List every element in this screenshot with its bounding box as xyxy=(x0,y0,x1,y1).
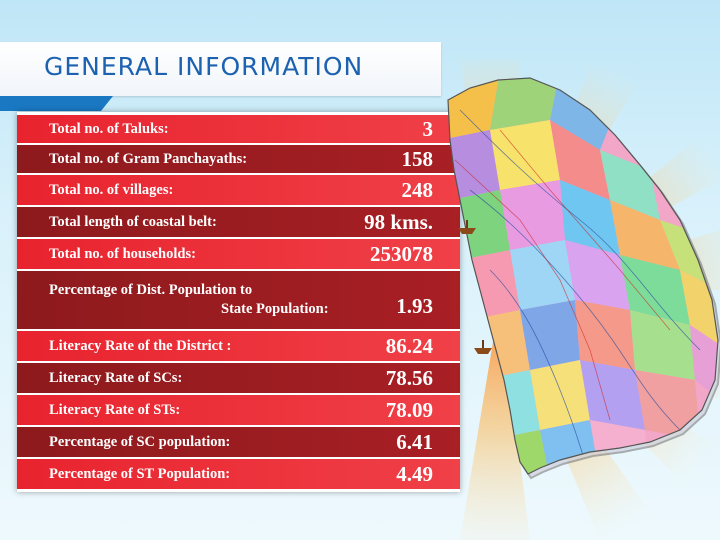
row-label: Literacy Rate of STs: xyxy=(49,402,181,418)
row-label: Percentage of SC population: xyxy=(49,434,231,450)
row-value: 3 xyxy=(422,117,434,141)
row-label: Literacy Rate of the District : xyxy=(49,338,232,354)
row-value: 248 xyxy=(401,178,434,202)
row-value: 86.24 xyxy=(385,334,433,358)
row-label: Total no. of Gram Panchayaths: xyxy=(49,151,248,167)
info-row-literacy-district: Literacy Rate of the District : 86.24 xyxy=(17,331,460,361)
row-label: Total no. of villages: xyxy=(49,182,174,198)
title-banner-accent xyxy=(0,96,113,111)
row-value: 158 xyxy=(401,147,434,171)
boat-icon xyxy=(458,220,476,234)
row-label: Total length of coastal belt: xyxy=(49,214,217,230)
info-row-st-population: Percentage of ST Population: 4.49 xyxy=(17,459,460,489)
title-banner xyxy=(0,42,441,96)
info-row-villages: Total no. of villages: 248 xyxy=(17,175,460,205)
row-value: 78.56 xyxy=(385,366,433,390)
info-row-literacy-scs: Literacy Rate of SCs: 78.56 xyxy=(17,363,460,393)
row-label-continued: State Population: xyxy=(221,301,329,317)
row-label: Total no. of households: xyxy=(49,246,196,262)
info-row-sc-population: Percentage of SC population: 6.41 xyxy=(17,427,460,457)
district-map xyxy=(447,77,720,480)
row-value: 4.49 xyxy=(396,462,433,486)
boat-icon xyxy=(474,340,492,354)
info-panel: Total no. of Taluks: 3 Total no. of Gram… xyxy=(17,112,460,492)
info-row-households: Total no. of households: 253078 xyxy=(17,239,460,269)
row-value: 98 kms. xyxy=(364,210,433,234)
row-value: 78.09 xyxy=(385,398,433,422)
row-label: Percentage of Dist. Population to xyxy=(49,282,253,298)
info-row-gram-panchayaths: Total no. of Gram Panchayaths: 158 xyxy=(17,145,460,173)
row-label: Percentage of ST Population: xyxy=(49,466,231,482)
row-label: Literacy Rate of SCs: xyxy=(49,370,183,386)
info-row-literacy-sts: Literacy Rate of STs: 78.09 xyxy=(17,395,460,425)
row-value: 1.93 xyxy=(396,294,433,318)
row-label: Total no. of Taluks: xyxy=(49,121,169,137)
info-row-taluks: Total no. of Taluks: 3 xyxy=(17,115,460,143)
row-value: 6.41 xyxy=(396,430,433,454)
page-title: GENERAL INFORMATION xyxy=(44,52,364,81)
info-row-coastal-belt: Total length of coastal belt: 98 kms. xyxy=(17,207,460,237)
row-value: 253078 xyxy=(370,242,433,266)
info-row-population-percentage: Percentage of Dist. Population to State … xyxy=(17,271,460,329)
